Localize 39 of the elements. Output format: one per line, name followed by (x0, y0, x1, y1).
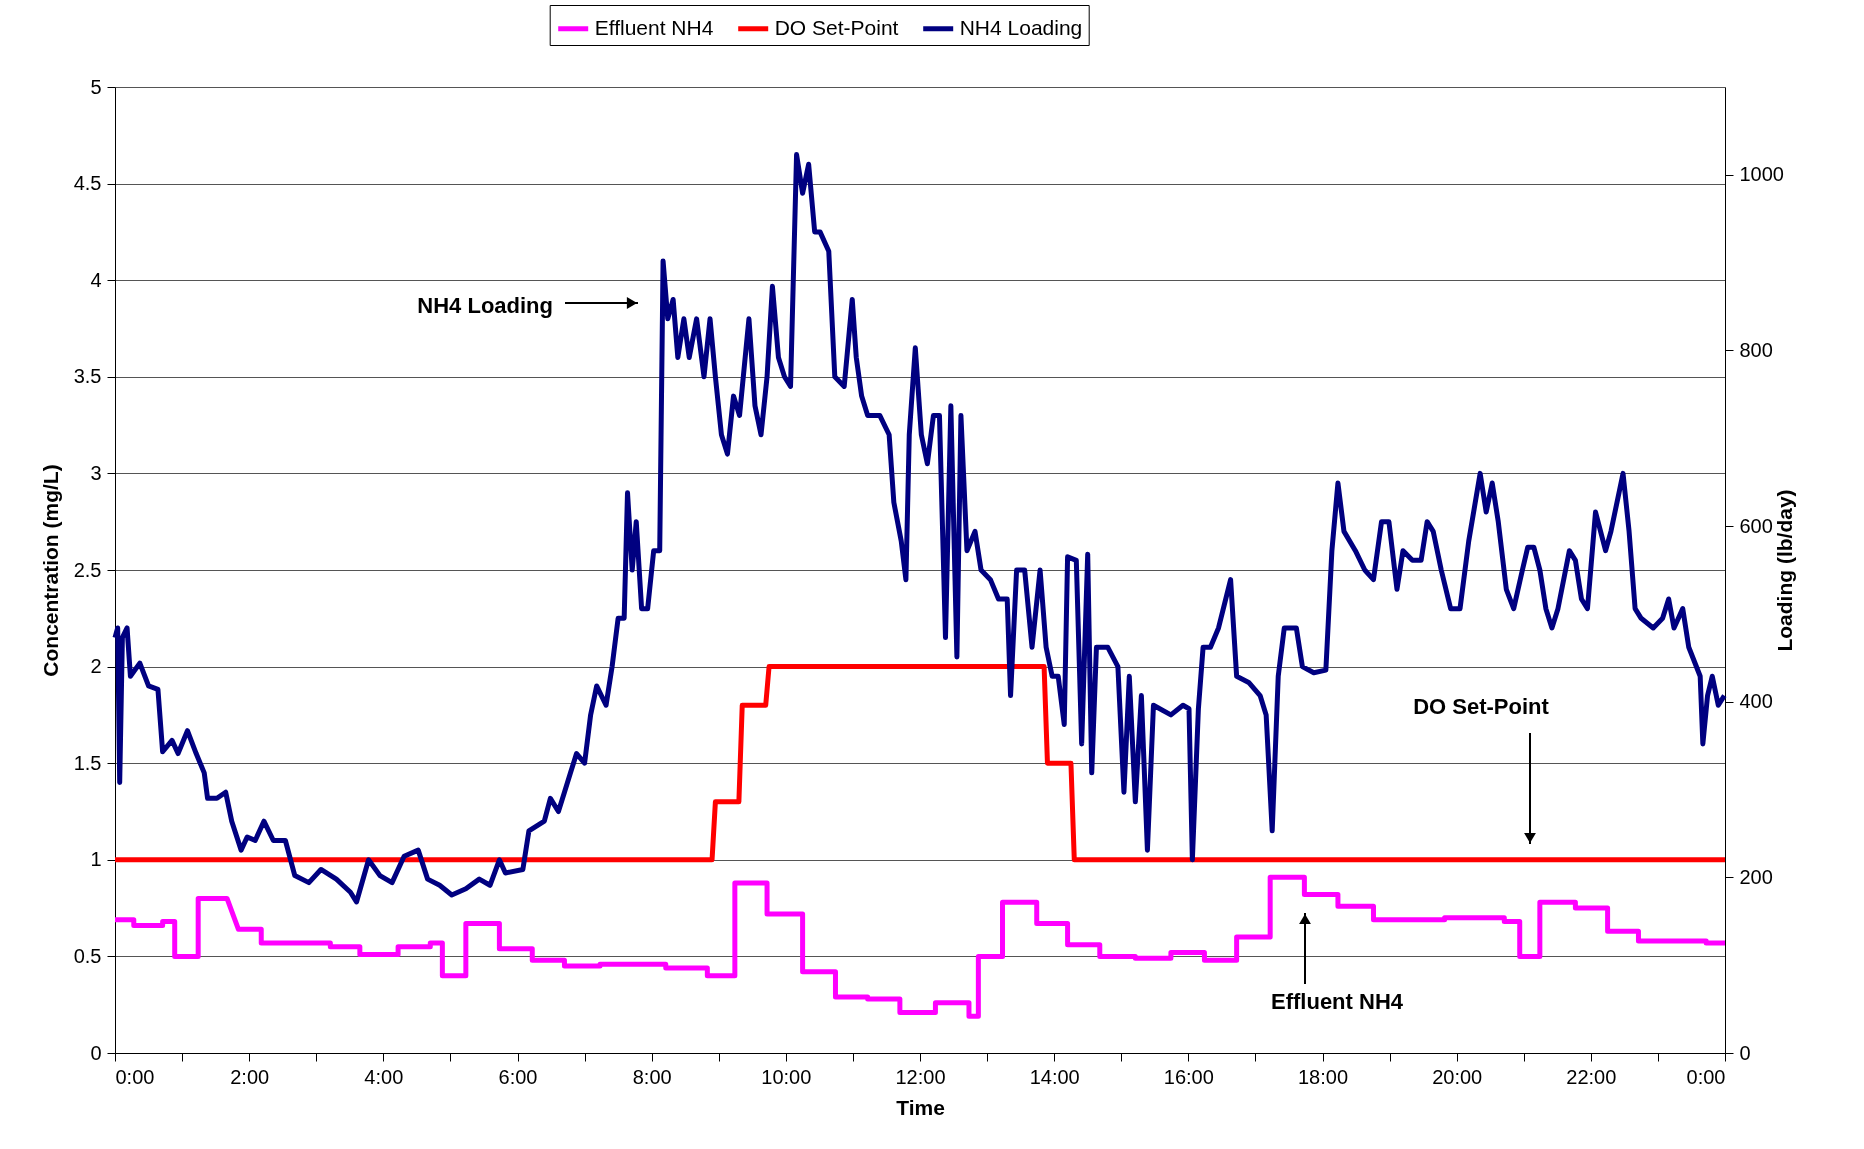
y-tick-label: 5 (90, 75, 102, 98)
y2-axis-title: Loading (lb/day) (1772, 489, 1796, 652)
annotation: DO Set-Point (1413, 694, 1550, 719)
y-tick-label: 1 (90, 848, 102, 871)
y-tick-label: 4 (90, 268, 102, 291)
y-tick-label: 0.5 (73, 944, 102, 967)
y-tick-label: 1.5 (73, 751, 102, 774)
legend-label: NH4 Loading (959, 15, 1083, 39)
y2-tick-label: 600 (1739, 514, 1773, 537)
y-tick-label: 2 (90, 655, 102, 678)
y-tick-label: 0 (90, 1041, 102, 1064)
y2-tick-label: 200 (1739, 865, 1773, 888)
x-tick-label: 18:00 (1297, 1065, 1349, 1088)
y-tick-label: 3.5 (73, 365, 102, 388)
annotation: Effluent NH4 (1271, 989, 1404, 1014)
y2-tick-label: 800 (1739, 338, 1773, 361)
y2-tick-label: 1000 (1739, 163, 1784, 186)
x-tick-label: 12:00 (895, 1065, 946, 1088)
x-axis-title: Time (896, 1095, 945, 1119)
y-tick-label: 4.5 (73, 172, 102, 195)
x-tick-label: 14:00 (1029, 1065, 1080, 1088)
x-tick-label: 20:00 (1432, 1065, 1483, 1088)
x-tick-label: 0:00 (115, 1065, 155, 1088)
y2-tick-label: 400 (1739, 690, 1773, 713)
x-tick-label: 22:00 (1566, 1065, 1617, 1088)
x-tick-label: 16:00 (1163, 1065, 1214, 1088)
x-tick-label: 4:00 (364, 1065, 404, 1088)
x-tick-label: 2:00 (230, 1065, 270, 1088)
annotation: NH4 Loading (417, 293, 553, 318)
legend-label: DO Set-Point (774, 15, 899, 39)
x-tick-label: 0:00 (1686, 1065, 1726, 1088)
x-tick-label: 6:00 (498, 1065, 538, 1088)
y2-tick-label: 0 (1739, 1041, 1751, 1064)
x-tick-label: 10:00 (761, 1065, 812, 1088)
legend-label: Effluent NH4 (594, 15, 714, 39)
y-axis-title: Concentration (mg/L) (38, 464, 62, 677)
x-tick-label: 8:00 (632, 1065, 672, 1088)
y-tick-label: 3 (90, 461, 102, 484)
y-tick-label: 2.5 (73, 558, 102, 581)
